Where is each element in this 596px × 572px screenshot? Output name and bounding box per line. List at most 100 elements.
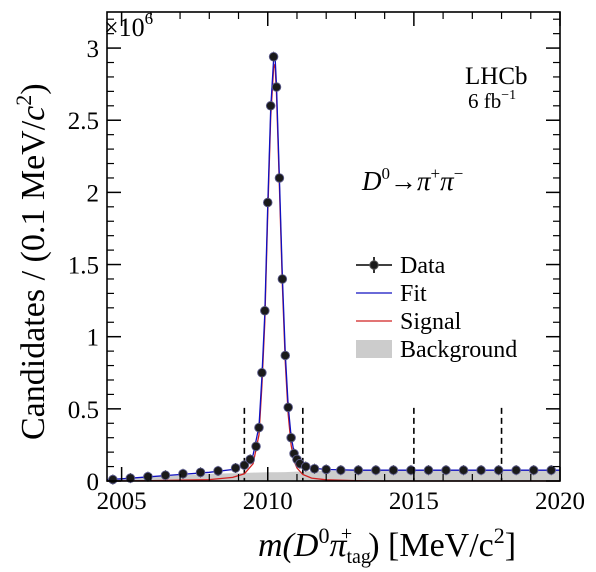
data-point-marker [336, 465, 346, 475]
axes-layer: 2005 2010 2015 2020 0 0.5 1 1.5 2 2.5 3 [68, 11, 585, 515]
data-point-marker [274, 173, 285, 183]
data-point [476, 465, 486, 476]
data-point-marker [546, 465, 556, 475]
data-point [230, 463, 241, 474]
data-point-marker [230, 463, 241, 473]
data-point [283, 402, 293, 413]
x-tick-label: 2020 [535, 488, 585, 515]
data-point-marker [283, 402, 293, 413]
decay-channel-label: D0→π+π− [361, 164, 463, 196]
data-point-marker [254, 422, 264, 433]
y-axis-label: Candidates / (0.1 MeV/c2) [11, 83, 52, 440]
y-tick-label: 0 [87, 469, 100, 496]
data-point-marker [280, 350, 291, 361]
fit-curve [106, 55, 560, 481]
data-point [336, 465, 346, 476]
data-point-marker [108, 474, 118, 485]
data-point [309, 463, 320, 474]
data-point-marker [178, 469, 188, 479]
data-point-marker [160, 470, 171, 480]
data-point-marker [262, 197, 273, 208]
data-point [251, 441, 261, 452]
y-tick-label: 1 [87, 325, 100, 352]
data-point [108, 474, 118, 485]
data-point-marker [371, 465, 381, 475]
data-point [280, 350, 291, 361]
experiment-label: LHCb [465, 63, 528, 90]
data-point-marker [423, 465, 434, 475]
data-point [271, 82, 282, 93]
data-point-marker [300, 461, 311, 472]
data-point-marker [251, 441, 261, 452]
data-point [257, 367, 267, 378]
y-tick-label: 3 [87, 36, 100, 63]
data-point [277, 273, 288, 284]
legend-item-fit: Fit [356, 281, 427, 307]
data-point-marker [260, 305, 270, 316]
data-point [178, 468, 188, 479]
data-point [254, 422, 264, 433]
y-multiplier: ×106 [104, 9, 153, 42]
legend-label-signal: Signal [400, 309, 462, 335]
x-tick-label: 2015 [389, 488, 439, 515]
data-point [300, 461, 311, 472]
data-point-marker [277, 274, 288, 284]
data-point [546, 465, 556, 476]
y-tick-label: 0.5 [68, 397, 99, 424]
data-point-marker [321, 464, 331, 475]
x-tick-label: 2005 [97, 488, 147, 515]
data-point-marker [458, 465, 469, 475]
data-point [441, 465, 451, 476]
legend-item-data: Data [356, 253, 446, 279]
x-tick-label: 2010 [243, 488, 293, 515]
signal-curve [106, 63, 560, 482]
legend-item-background: Background [356, 337, 517, 363]
data-point-marker [265, 101, 276, 111]
legend: Data Fit Signal Background [356, 253, 517, 363]
y-tick-label: 1.5 [68, 253, 99, 280]
curves-layer [106, 55, 560, 482]
data-point [493, 465, 504, 476]
data-point [213, 465, 223, 476]
data-point-marker [406, 465, 416, 475]
data-point-marker [353, 465, 364, 475]
data-point [286, 432, 296, 443]
plot-frame [106, 11, 561, 482]
legend-label-background: Background [400, 337, 517, 363]
data-point-marker [257, 368, 267, 378]
data-point [265, 100, 276, 111]
data-point-marker [245, 454, 255, 465]
data-point-marker [286, 432, 296, 443]
data-point-marker [493, 465, 504, 475]
data-point [160, 470, 171, 481]
y-tick-label: 2.5 [68, 108, 99, 135]
data-point-marker [239, 460, 250, 470]
legend-label-fit: Fit [400, 281, 427, 307]
data-point [245, 454, 255, 465]
data-point-marker [441, 465, 451, 475]
data-point [388, 465, 399, 476]
data-point [268, 51, 279, 62]
data-point-marker [511, 465, 521, 475]
data-point-marker [388, 465, 399, 475]
data-point-marker [528, 465, 539, 475]
data-point [353, 465, 364, 476]
data-point [406, 465, 416, 476]
data-point-marker [195, 467, 206, 478]
y-tick-label: 2 [87, 180, 100, 207]
data-point-marker [309, 463, 320, 474]
data-point [274, 172, 285, 183]
data-point [321, 464, 331, 475]
data-point [511, 465, 521, 476]
data-point [371, 465, 381, 476]
data-point-marker [476, 465, 486, 475]
x-axis-label: m(D0πtag+) [MeV/c2] [258, 523, 516, 568]
data-point [458, 465, 469, 476]
data-point [239, 460, 250, 471]
legend-label-data: Data [400, 253, 446, 279]
data-point-marker [213, 466, 223, 476]
legend-item-signal: Signal [356, 309, 462, 335]
luminosity-label: 6 fb−1 [468, 88, 516, 113]
data-point [260, 305, 270, 316]
